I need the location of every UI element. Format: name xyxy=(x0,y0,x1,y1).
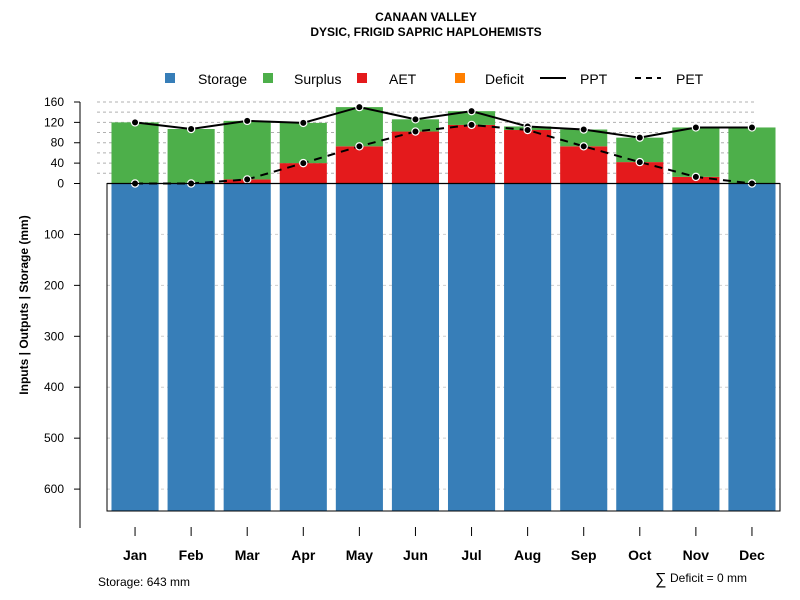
y-tick-label: 400 xyxy=(44,380,64,394)
pet-point xyxy=(411,127,420,136)
pet-point xyxy=(467,120,476,130)
aet-bar xyxy=(616,162,664,184)
ppt-point xyxy=(691,123,701,132)
ppt-line xyxy=(134,106,752,139)
surplus-bar xyxy=(672,127,720,177)
ppt-point xyxy=(186,124,196,134)
month-label: Aug xyxy=(514,547,541,563)
ppt-point xyxy=(130,118,140,127)
legend-label-aet: AET xyxy=(389,71,417,87)
month-label: Jan xyxy=(123,547,147,563)
surplus-bar xyxy=(167,128,215,184)
storage-bar xyxy=(391,183,440,512)
legend-label-storage: Storage xyxy=(198,71,247,87)
surplus-bar xyxy=(728,127,776,184)
legend-label-ppt: PPT xyxy=(580,71,608,87)
y-tick-label: 80 xyxy=(51,136,65,150)
month-label: Oct xyxy=(628,547,652,563)
storage-bar xyxy=(167,183,215,512)
month-label: Dec xyxy=(739,547,765,563)
surplus-bar xyxy=(279,122,327,164)
legend: Storage Surplus AET Deficit PPT PET xyxy=(165,71,704,87)
surplus-bar xyxy=(111,122,159,184)
y-tick-label: 600 xyxy=(44,482,64,496)
y-tick-label: 120 xyxy=(44,115,64,129)
aet-bar xyxy=(279,163,327,184)
ppt-point xyxy=(467,106,476,116)
legend-label-pet: PET xyxy=(676,71,704,87)
month-label: Mar xyxy=(235,547,260,563)
legend-swatch-surplus xyxy=(263,73,273,83)
aet-bar xyxy=(391,131,440,184)
surplus-bar xyxy=(223,120,271,180)
ppt-point xyxy=(299,118,308,128)
pet-point xyxy=(355,142,364,151)
storage-bar xyxy=(335,183,383,512)
month-label: Jul xyxy=(461,547,481,563)
y-tick-label: 40 xyxy=(51,156,65,170)
chart-subtitle: DYSIC, FRIGID SAPRIC HAPLOHEMISTS xyxy=(310,25,541,39)
chart-title: CANAAN VALLEY xyxy=(375,10,477,24)
ppt-point xyxy=(243,116,252,126)
ppt-point xyxy=(355,102,364,112)
y-tick-label: 0 xyxy=(57,176,64,190)
surplus-bar xyxy=(391,119,440,132)
pet-point xyxy=(523,125,532,135)
month-label: Nov xyxy=(683,547,710,563)
pet-point xyxy=(299,158,308,168)
storage-bar xyxy=(560,183,608,512)
month-label: Feb xyxy=(179,547,204,563)
month-label: Jun xyxy=(403,547,428,563)
legend-swatch-storage xyxy=(165,73,175,83)
series-lines xyxy=(130,102,757,188)
aet-bar xyxy=(335,146,383,184)
pet-point xyxy=(579,142,588,151)
storage-bar xyxy=(279,183,327,512)
deficit-total: Deficit = 0 mm xyxy=(670,571,747,585)
month-label: Apr xyxy=(291,547,316,563)
legend-label-deficit: Deficit xyxy=(485,71,524,87)
pet-line xyxy=(135,123,753,185)
ppt-point xyxy=(579,125,588,134)
y-tick-label: 300 xyxy=(44,329,64,343)
aet-bar xyxy=(504,130,552,184)
deficit-sum-symbol: ∑ xyxy=(655,571,666,588)
storage-bar xyxy=(728,183,776,512)
storage-bar xyxy=(504,183,552,512)
storage-bar xyxy=(447,183,496,512)
legend-label-surplus: Surplus xyxy=(294,71,341,87)
pet-point xyxy=(691,172,701,182)
storage-bar xyxy=(111,183,159,512)
y-tick-label: 200 xyxy=(44,278,64,292)
storage-bar xyxy=(672,183,720,512)
aet-bar xyxy=(447,124,496,184)
storage-bar xyxy=(223,183,271,512)
month-label: May xyxy=(346,547,373,563)
y-tick-label: 160 xyxy=(44,95,64,109)
month-label: Sep xyxy=(571,547,597,563)
storage-total: Storage: 643 mm xyxy=(98,575,190,589)
ppt-point xyxy=(411,115,420,124)
aet-bar xyxy=(560,146,608,184)
y-tick-label: 100 xyxy=(44,227,64,241)
pet-point xyxy=(635,157,644,167)
bars xyxy=(111,107,776,512)
storage-bar xyxy=(616,183,664,512)
legend-swatch-deficit xyxy=(455,73,465,83)
pet-point xyxy=(243,175,252,184)
y-tick-label: 500 xyxy=(44,431,64,445)
ppt-point xyxy=(747,123,757,132)
legend-swatch-aet xyxy=(357,73,367,83)
ppt-point xyxy=(635,133,644,142)
y-axis-label: Inputs | Outputs | Storage (mm) xyxy=(17,215,31,394)
surplus-bar xyxy=(560,129,608,147)
surplus-bar xyxy=(335,107,383,147)
